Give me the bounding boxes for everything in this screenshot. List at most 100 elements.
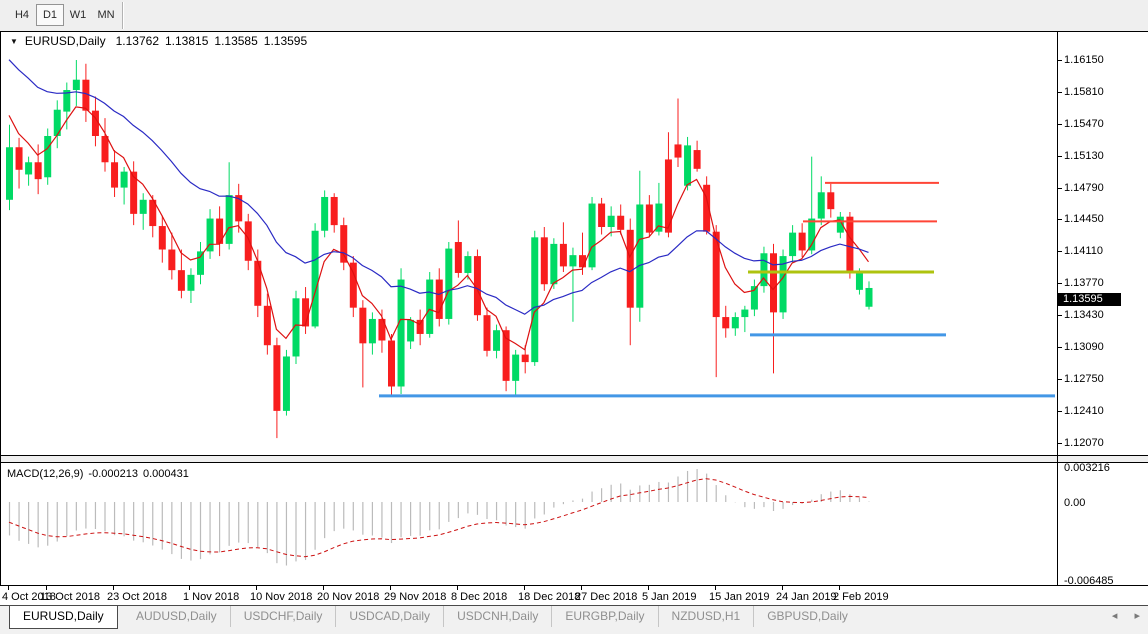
candle [607, 206, 615, 237]
date-label: 27 Dec 2018 [575, 591, 638, 603]
chart-left-border [0, 31, 1, 586]
macd-indicator-label: MACD(12,26,9) -0.000213 0.000431 [7, 468, 194, 480]
candle [407, 317, 415, 349]
candle [321, 190, 329, 238]
candle [703, 176, 711, 235]
tab-eurgbp-daily[interactable]: EURGBP,Daily [552, 606, 659, 627]
date-label: 10 Nov 2018 [250, 591, 313, 603]
price-scale-tick [1058, 379, 1062, 380]
price-scale-tick [1058, 411, 1062, 412]
candle [435, 268, 443, 327]
candle [130, 161, 138, 226]
candle [340, 217, 348, 271]
tab-gbpusd-daily[interactable]: GBPUSD,Daily [767, 609, 848, 623]
candle [6, 124, 13, 211]
inactive-tabs: AUDUSD,Daily USDCHF,Daily USDCAD,Daily USDC… [123, 606, 861, 628]
candle [311, 223, 319, 329]
main-pane-bottom-border [0, 455, 1148, 456]
timeframe-button-w1[interactable]: W1 [69, 9, 87, 21]
fast-ma-line [8, 106, 869, 351]
tab-nzdusd-h1[interactable]: NZDUSD,H1 [659, 606, 755, 627]
candle [101, 118, 109, 172]
candle [731, 312, 739, 336]
price-chart[interactable] [1, 32, 1057, 455]
price-scale-label: 1.12410 [1064, 405, 1104, 417]
candle [483, 307, 491, 357]
price-scale-tick [1058, 347, 1062, 348]
price-scale-label: 1.14110 [1064, 245, 1103, 257]
candle [168, 232, 176, 280]
macd-scale-label: 0.003216 [1064, 462, 1110, 474]
price-scale-label: 1.13430 [1064, 309, 1104, 321]
candle [779, 249, 787, 319]
candle [464, 251, 472, 280]
candle [273, 337, 281, 439]
date-label: 18 Dec 2018 [518, 591, 581, 603]
tab-eurusd-daily-active[interactable]: EURUSD,Daily [9, 605, 118, 629]
candle [836, 211, 844, 239]
macd-scale-label: 0.00 [1064, 497, 1086, 509]
date-label: 29 Nov 2018 [384, 591, 447, 603]
price-scale-label: 1.16150 [1064, 54, 1104, 66]
date-axis[interactable]: 4 Oct 2018 13 Oct 2018 23 Oct 2018 1 Nov 20… [0, 586, 1148, 605]
price-scale-label: 1.13090 [1064, 341, 1104, 353]
slow-ma-line [8, 59, 869, 315]
date-tick [839, 586, 840, 590]
candle [388, 333, 395, 397]
macd-pane-top-border [0, 462, 1148, 463]
candle [588, 196, 596, 271]
candle [550, 238, 558, 289]
candle [263, 293, 271, 355]
tab-usdcad-daily[interactable]: USDCAD,Daily [336, 606, 445, 627]
candle [502, 326, 510, 392]
candle [91, 96, 99, 147]
price-scale-tick [1058, 251, 1062, 252]
date-tick [648, 586, 649, 590]
tab-scroll-right-icon[interactable]: ▸ [1134, 610, 1140, 622]
date-label: 13 Oct 2018 [40, 591, 100, 603]
price-scale-label: 1.15130 [1064, 150, 1104, 162]
candle [626, 218, 634, 346]
ohlc-close: 1.13595 [263, 34, 308, 48]
candle [846, 211, 854, 279]
candle [177, 249, 185, 299]
tab-usdchf-daily[interactable]: USDCHF,Daily [231, 606, 337, 627]
candle [454, 220, 462, 278]
macd-pane-bottom-border [0, 585, 1148, 586]
timeframe-button-mn[interactable]: MN [97, 9, 115, 21]
price-scale-label: 1.14450 [1064, 213, 1104, 225]
chart-title: ▼ EURUSD,Daily 1.13762 1.13815 1.13585 1.1359… [10, 34, 313, 48]
candle [598, 197, 606, 235]
date-tick [46, 586, 47, 590]
price-scale-label: 1.14790 [1064, 182, 1104, 194]
candle [750, 279, 758, 317]
candle [569, 247, 577, 322]
candle [120, 166, 128, 205]
timeframe-button-h4[interactable]: H4 [14, 9, 30, 21]
tab-usdcnh-daily[interactable]: USDCNH,Daily [444, 606, 553, 627]
pane-splitter[interactable] [0, 456, 1148, 462]
candle [302, 287, 310, 334]
candle [808, 156, 816, 255]
macd-signal-value: 0.000431 [142, 468, 189, 480]
price-scale-tick [1058, 124, 1062, 125]
tab-audusd-daily[interactable]: AUDUSD,Daily [123, 606, 231, 627]
candle [158, 215, 166, 263]
chart-tab-bar: EURUSD,Daily AUDUSD,Daily USDCHF,Daily USD… [0, 605, 1148, 634]
price-scale-tick [1058, 315, 1062, 316]
chart-top-border [0, 31, 1148, 32]
price-scale-label: 1.12750 [1064, 373, 1104, 385]
candle [798, 223, 806, 258]
macd-main-value: -0.000213 [88, 468, 138, 480]
candle [149, 195, 157, 238]
tab-scroll-left-icon[interactable]: ◂ [1111, 610, 1118, 622]
timeframe-button-d1[interactable]: D1 [36, 4, 64, 26]
candle [34, 144, 42, 195]
macd-indicator-chart[interactable] [1, 463, 1057, 585]
candle [368, 312, 376, 355]
candle [722, 305, 730, 338]
date-tick [782, 586, 783, 590]
date-label: 23 Oct 2018 [107, 591, 167, 603]
chart-dropdown-icon[interactable]: ▼ [10, 37, 18, 46]
